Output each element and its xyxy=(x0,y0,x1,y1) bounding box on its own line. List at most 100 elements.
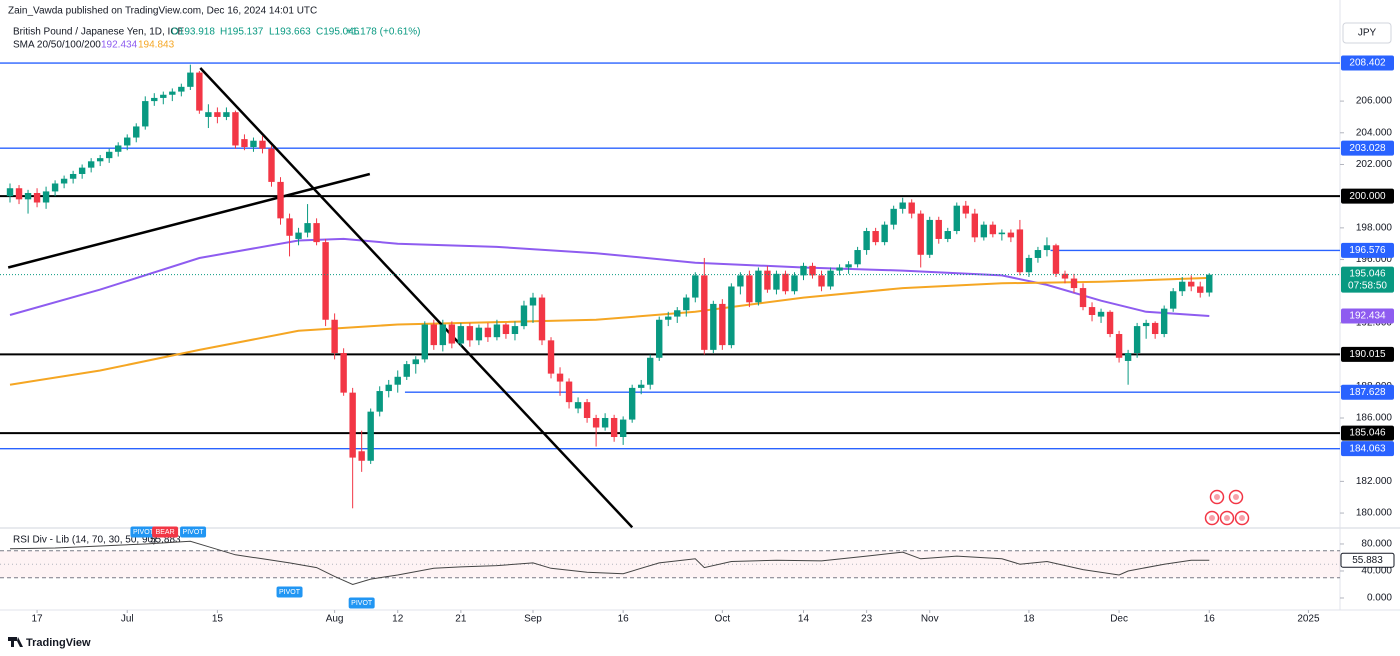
candle-body xyxy=(719,303,726,346)
candle-body xyxy=(115,145,122,152)
candle-body xyxy=(105,151,113,159)
candle-body xyxy=(827,270,834,287)
x-tick-label: 12 xyxy=(392,614,404,625)
annotation: PIVOT xyxy=(133,529,155,536)
x-tick-label: Sep xyxy=(524,614,542,625)
y-tick-label: 206.000 xyxy=(1356,96,1393,107)
candle-body xyxy=(142,101,149,127)
candle-body xyxy=(1052,245,1060,274)
candle-body xyxy=(791,275,798,292)
candle-body xyxy=(637,384,645,388)
candle-body xyxy=(935,219,942,239)
candle-body xyxy=(998,232,1006,235)
candle-body xyxy=(196,72,203,111)
x-tick-label: 23 xyxy=(861,614,873,625)
candle-body xyxy=(87,161,95,168)
x-tick-label: 15 xyxy=(212,614,224,625)
candle-body xyxy=(592,417,600,428)
ohlc: O193.918 xyxy=(171,27,215,38)
candle-body xyxy=(33,192,41,203)
candle-body xyxy=(610,417,618,438)
candle-body xyxy=(259,140,266,149)
x-tick-label: Jul xyxy=(121,614,134,625)
candle-body xyxy=(15,188,23,200)
candle-body xyxy=(133,126,140,138)
y-tick-label: 198.000 xyxy=(1356,222,1393,233)
event-icon-inner xyxy=(1209,515,1215,521)
rsi-y-tick-label: 0.000 xyxy=(1367,593,1392,604)
candle-body xyxy=(78,167,86,174)
event-icon-inner xyxy=(1233,494,1239,500)
candle-body xyxy=(628,387,636,420)
candle-body xyxy=(493,324,501,338)
candle-body xyxy=(1142,322,1150,327)
sma-label: SMA 20/50/100/200 xyxy=(13,40,101,51)
candle-body xyxy=(385,384,392,392)
candle-body xyxy=(520,305,528,327)
candle-body xyxy=(376,391,383,412)
candle-body xyxy=(647,357,654,385)
y-tick-label: 196.000 xyxy=(1356,254,1393,265)
rsi-value: 55.883 xyxy=(150,535,181,546)
candle-body xyxy=(1070,278,1078,289)
y-tick-label: 204.000 xyxy=(1356,127,1393,138)
candle-body xyxy=(6,188,14,197)
candle-body xyxy=(151,97,158,102)
level-tag: 187.628 xyxy=(1349,387,1386,398)
rsi-tag: 55.883 xyxy=(1352,555,1383,566)
candle-body xyxy=(980,224,988,238)
currency[interactable]: JPY xyxy=(1358,28,1377,39)
candle-body xyxy=(989,224,997,235)
currency-button[interactable] xyxy=(1342,22,1392,44)
rsi-y-tick-label: 40.000 xyxy=(1361,566,1392,577)
level-tag-box xyxy=(1341,188,1394,204)
candle-body xyxy=(205,112,212,117)
annotation: BEAR xyxy=(156,529,175,536)
candle-body xyxy=(1016,229,1024,273)
candle-body xyxy=(818,275,825,287)
level-tag-box xyxy=(1341,346,1394,362)
ohlc: C195.046 xyxy=(316,27,360,38)
candle-body xyxy=(1188,281,1195,287)
candle-body xyxy=(1115,334,1123,358)
candle-body xyxy=(42,191,50,203)
level-tag-box xyxy=(1341,441,1394,457)
level-tag-box xyxy=(1341,425,1394,441)
candle-body xyxy=(448,324,456,344)
level-tag: 185.046 xyxy=(1349,428,1386,439)
candle-body xyxy=(1197,286,1204,293)
candle-body xyxy=(764,270,771,290)
candle-body xyxy=(710,303,717,350)
candle-body xyxy=(466,326,474,341)
ohlc: H195.137 xyxy=(220,27,264,38)
annotation-box xyxy=(180,526,207,538)
level-tag: 190.015 xyxy=(1349,349,1386,360)
candle-body xyxy=(475,327,483,341)
candle-body xyxy=(1034,250,1042,258)
sma-value: 192.434 xyxy=(101,40,138,51)
candle-body xyxy=(962,205,969,214)
candle-body xyxy=(782,273,789,292)
moving-average xyxy=(9,276,1210,386)
candle-body xyxy=(701,275,708,350)
candle-body xyxy=(340,353,347,393)
footer: TradingView xyxy=(26,637,91,649)
candle-body xyxy=(863,231,870,251)
candle-body xyxy=(529,297,537,306)
candle-body xyxy=(1160,308,1168,335)
candle-body xyxy=(908,202,915,214)
candle-body xyxy=(178,86,185,92)
candle-body xyxy=(286,218,293,236)
candle-body xyxy=(322,242,329,320)
level-tag-box xyxy=(1341,384,1394,400)
event-icon-inner xyxy=(1224,515,1230,521)
candle-body xyxy=(223,112,230,117)
candle-body xyxy=(1133,326,1141,354)
x-tick-label: 16 xyxy=(1204,614,1216,625)
level-tag: 184.063 xyxy=(1349,443,1386,454)
candle-body xyxy=(1206,274,1213,293)
ma-tag: 192.434 xyxy=(1349,311,1386,322)
candle-body xyxy=(809,265,816,276)
